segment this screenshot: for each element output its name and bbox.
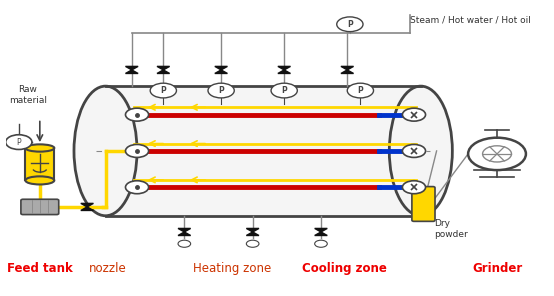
Text: Cooling zone: Cooling zone	[302, 262, 387, 275]
Polygon shape	[157, 70, 170, 73]
Circle shape	[178, 240, 191, 247]
Polygon shape	[278, 66, 290, 70]
Text: nozzle: nozzle	[89, 262, 127, 275]
Circle shape	[402, 144, 425, 157]
Polygon shape	[278, 70, 290, 73]
Circle shape	[337, 17, 363, 32]
Polygon shape	[81, 207, 94, 210]
Polygon shape	[81, 203, 94, 207]
Text: Raw
material: Raw material	[9, 85, 47, 105]
Ellipse shape	[389, 86, 453, 216]
Polygon shape	[178, 232, 191, 236]
Polygon shape	[315, 229, 327, 232]
Text: P: P	[17, 138, 21, 147]
Circle shape	[483, 146, 511, 162]
Circle shape	[468, 138, 526, 170]
Circle shape	[315, 240, 327, 247]
Circle shape	[347, 83, 373, 98]
FancyBboxPatch shape	[21, 199, 59, 215]
Circle shape	[208, 83, 234, 98]
Ellipse shape	[25, 176, 54, 184]
Polygon shape	[157, 66, 170, 70]
Polygon shape	[215, 70, 228, 73]
Text: P: P	[218, 86, 224, 95]
Text: P: P	[161, 86, 166, 95]
Polygon shape	[315, 232, 327, 236]
Circle shape	[247, 240, 259, 247]
Circle shape	[402, 108, 425, 121]
Text: Feed tank: Feed tank	[7, 262, 73, 275]
Polygon shape	[247, 232, 259, 236]
Text: Dry
powder: Dry powder	[434, 219, 468, 239]
FancyBboxPatch shape	[412, 186, 435, 221]
Polygon shape	[125, 66, 138, 70]
Polygon shape	[215, 66, 228, 70]
Polygon shape	[178, 229, 191, 232]
Text: Heating zone: Heating zone	[192, 262, 271, 275]
Bar	[105, 86, 421, 216]
Text: P: P	[357, 86, 363, 95]
Polygon shape	[247, 229, 259, 232]
Bar	[25, 148, 54, 180]
Polygon shape	[341, 66, 353, 70]
Circle shape	[6, 135, 32, 149]
Circle shape	[402, 181, 425, 194]
Circle shape	[271, 83, 297, 98]
Text: P: P	[281, 86, 287, 95]
Circle shape	[125, 181, 148, 194]
Circle shape	[150, 83, 177, 98]
Text: Steam / Hot water / Hot oil: Steam / Hot water / Hot oil	[411, 15, 531, 24]
Text: P: P	[347, 20, 353, 29]
Circle shape	[125, 144, 148, 157]
Polygon shape	[125, 70, 138, 73]
Text: Grinder: Grinder	[472, 262, 522, 275]
Circle shape	[125, 108, 148, 121]
Polygon shape	[341, 70, 353, 73]
Ellipse shape	[74, 86, 137, 216]
Ellipse shape	[25, 144, 54, 152]
